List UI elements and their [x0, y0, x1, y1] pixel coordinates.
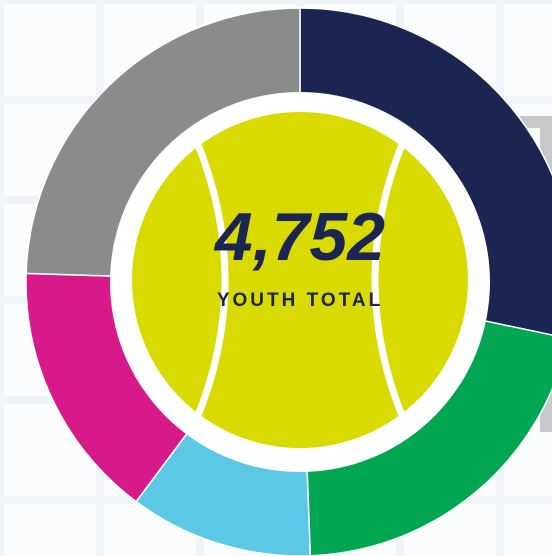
total-label: YOUTH TOTAL — [217, 290, 383, 311]
page: 4,752 YOUTH TOTAL (() => { const data = … — [0, 0, 552, 556]
chart: 4,752 YOUTH TOTAL — [0, 0, 552, 556]
tennis-ball — [132, 112, 468, 448]
total-value: 4,752 — [213, 199, 385, 275]
